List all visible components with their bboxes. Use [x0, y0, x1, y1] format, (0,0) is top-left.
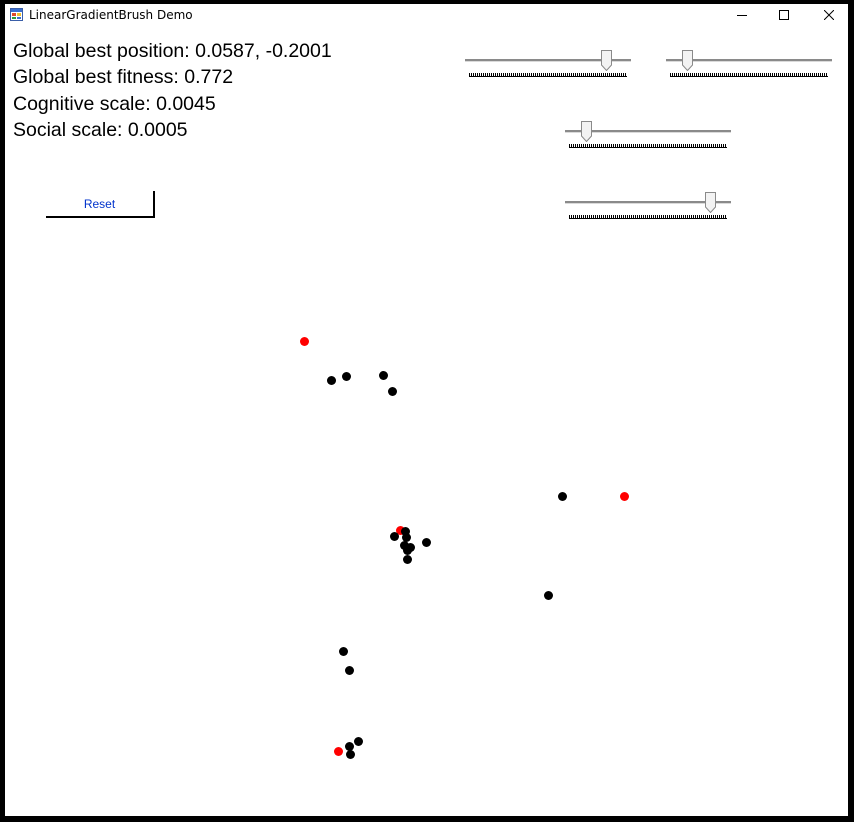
slider-track: [666, 59, 832, 62]
global-best-position-label: Global best position: 0.0587, -0.2001: [13, 40, 332, 62]
title-bar[interactable]: LinearGradientBrush Demo: [5, 4, 848, 26]
close-icon: [824, 10, 834, 20]
maximize-icon: [779, 10, 789, 20]
slider-ticks: [569, 215, 727, 219]
global-best-fitness-label: Global best fitness: 0.772: [13, 66, 234, 88]
slider-thumb[interactable]: [682, 50, 693, 71]
slider-4[interactable]: [565, 192, 731, 222]
particle-dot: [326, 375, 336, 385]
social-scale-label: Social scale: 0.0005: [13, 119, 188, 141]
slider-track: [565, 201, 731, 204]
particle-dot: [344, 665, 354, 675]
particle-canvas: [5, 234, 848, 816]
particle-dot: [353, 736, 363, 746]
minimize-button[interactable]: [719, 4, 765, 26]
slider-track: [465, 59, 631, 62]
particle-dot: [389, 531, 399, 541]
app-icon: [10, 8, 23, 21]
best-particle-dot: [333, 746, 343, 756]
particle-dot: [345, 749, 355, 759]
particle-dot: [387, 386, 397, 396]
particle-dot: [421, 537, 431, 547]
particle-dot: [341, 371, 351, 381]
slider-ticks: [469, 73, 627, 77]
slider-3[interactable]: [565, 121, 731, 151]
slider-thumb[interactable]: [601, 50, 612, 71]
particle-dot: [378, 370, 388, 380]
slider-2[interactable]: [666, 50, 832, 80]
particle-dot: [400, 526, 410, 536]
app-window: LinearGradientBrush Demo Global best pos…: [5, 4, 848, 816]
cognitive-scale-label: Cognitive scale: 0.0045: [13, 93, 216, 115]
particle-dot: [543, 590, 553, 600]
slider-ticks: [569, 144, 727, 148]
particle-dot: [557, 491, 567, 501]
best-particle-dot: [619, 491, 629, 501]
slider-track: [565, 130, 731, 133]
particle-dot: [338, 646, 348, 656]
slider-thumb[interactable]: [705, 192, 716, 213]
reset-button[interactable]: Reset: [46, 191, 155, 218]
close-button[interactable]: [806, 4, 848, 26]
particle-dot: [401, 532, 411, 542]
particle-dot: [399, 540, 409, 550]
particle-dot: [344, 741, 354, 751]
best-particle-dot: [395, 525, 405, 535]
particle-dot: [402, 554, 412, 564]
slider-1[interactable]: [465, 50, 631, 80]
slider-ticks: [670, 73, 828, 77]
window-title: LinearGradientBrush Demo: [29, 8, 193, 22]
particle-dot: [402, 545, 412, 555]
slider-thumb[interactable]: [581, 121, 592, 142]
maximize-button[interactable]: [761, 4, 807, 26]
best-particle-dot: [299, 336, 309, 346]
minimize-icon: [737, 15, 747, 16]
